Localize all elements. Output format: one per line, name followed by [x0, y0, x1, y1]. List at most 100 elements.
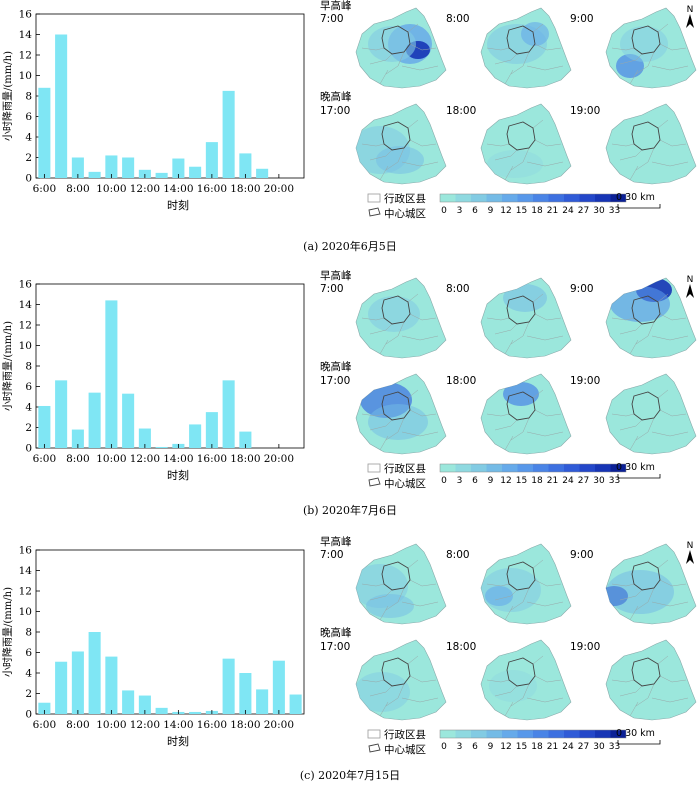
color-ramp-step — [610, 194, 626, 202]
district-boundary — [486, 679, 510, 683]
map-cell — [605, 543, 697, 625]
center-district-outline — [381, 295, 411, 325]
district-legend-swatch — [367, 193, 381, 203]
center-district-outline — [631, 25, 661, 55]
district-boundary — [526, 335, 564, 341]
map-cell — [480, 103, 572, 185]
center-legend-swatch — [368, 477, 381, 487]
district-boundary — [409, 313, 437, 321]
rainfall-area — [368, 26, 416, 62]
plot-frame — [35, 13, 305, 179]
x-tick-label: 14:00 — [163, 719, 193, 731]
bar-6:00 — [38, 702, 51, 714]
center-district-outline — [381, 121, 411, 151]
district-boundary — [361, 47, 385, 51]
district-boundary — [379, 701, 389, 717]
time-label: 9:00 — [570, 549, 594, 561]
district-legend-swatch — [367, 729, 381, 739]
color-ramp-step — [610, 464, 626, 472]
rainfall-layer — [616, 26, 668, 78]
color-ramp-step — [517, 730, 533, 738]
evening-peak-label: 晚高峰 — [320, 626, 352, 639]
rainfall-area — [368, 404, 428, 440]
district-boundary — [361, 679, 385, 683]
district-boundary — [611, 583, 635, 587]
district-boundary — [510, 147, 530, 171]
color-ramp-step — [517, 194, 533, 202]
district-boundary — [619, 589, 643, 601]
rainfall-area — [356, 672, 410, 712]
district-boundary — [534, 43, 562, 51]
district-boundary — [407, 23, 419, 33]
x-tick-label: 20:00 — [264, 453, 294, 465]
bar-19:00 — [256, 689, 269, 714]
district-boundary — [486, 583, 510, 587]
y-tick-label: 14 — [19, 565, 33, 577]
district-boundary — [504, 701, 514, 717]
x-tick-label: 14:00 — [163, 183, 193, 195]
color-ramp-tick: 24 — [562, 742, 574, 752]
rainfall-area — [489, 670, 537, 702]
center-district-outline — [506, 561, 536, 591]
color-ramp-tick: 0 — [441, 742, 447, 752]
bar-10:00 — [105, 656, 118, 714]
panel-a: 0 2 4 6 8 10 12 14 16 6:00 8:00 10:00 12:00 14:00 16:0… — [0, 0, 700, 261]
center-legend-swatch — [368, 743, 381, 753]
y-tick-label: 8 — [25, 91, 32, 103]
color-ramp-step — [517, 464, 533, 472]
time-label: 17:00 — [320, 105, 350, 117]
rainfall-layer — [368, 24, 432, 64]
time-label: 17:00 — [320, 641, 350, 653]
color-ramp-tick: 21 — [547, 742, 558, 752]
x-tick-label: 6:00 — [33, 453, 57, 465]
bar-13:00 — [155, 707, 168, 714]
color-ramp-tick: 12 — [500, 476, 511, 486]
color-ramp-tick: 12 — [500, 742, 511, 752]
district-boundary — [611, 47, 635, 51]
district-boundary — [619, 419, 643, 431]
district-boundary — [361, 143, 385, 147]
map-cell — [355, 277, 447, 359]
bar-9:00 — [88, 171, 101, 178]
bar-16:00 — [205, 142, 218, 178]
district-boundary — [629, 435, 639, 451]
time-label: 7:00 — [320, 283, 344, 295]
rainfall-layer — [356, 672, 410, 712]
rainfall-layer — [481, 568, 541, 612]
map-cell — [355, 7, 447, 89]
time-label: 7:00 — [320, 13, 344, 25]
district-boundary — [651, 65, 689, 71]
district-boundary — [526, 697, 564, 703]
color-ramp-tick: 30 — [593, 206, 605, 216]
color-ramp-tick: 6 — [472, 206, 478, 216]
y-axis-label: 小时降雨量/(mm/h) — [1, 51, 14, 141]
district-boundary — [619, 149, 643, 161]
color-ramp-tick: 0 — [441, 476, 447, 486]
district-boundary — [635, 683, 655, 707]
north-label: N — [687, 541, 694, 551]
color-ramp-step — [595, 464, 611, 472]
district-boundary — [635, 51, 655, 75]
map-cell — [480, 639, 572, 721]
color-ramp-step — [564, 730, 580, 738]
time-label: 8:00 — [446, 13, 470, 25]
district-boundary — [504, 435, 514, 451]
color-ramp-step — [548, 730, 564, 738]
scale-bar — [617, 740, 661, 745]
district-boundary — [369, 685, 393, 697]
time-label: 8:00 — [446, 283, 470, 295]
district-boundary — [619, 53, 643, 65]
morning-peak-label: 早高峰 — [320, 270, 352, 282]
district-boundary — [657, 559, 669, 569]
center-district-outline — [506, 25, 536, 55]
district-boundary — [379, 69, 389, 85]
district-boundary — [486, 413, 510, 417]
color-ramp-step — [455, 464, 471, 472]
bar-15:00 — [189, 424, 202, 448]
x-tick-label: 8:00 — [66, 183, 90, 195]
y-tick-label: 14 — [19, 29, 33, 41]
y-tick-label: 12 — [19, 50, 32, 62]
rainfall-area — [503, 382, 539, 406]
district-boundary — [635, 321, 655, 345]
